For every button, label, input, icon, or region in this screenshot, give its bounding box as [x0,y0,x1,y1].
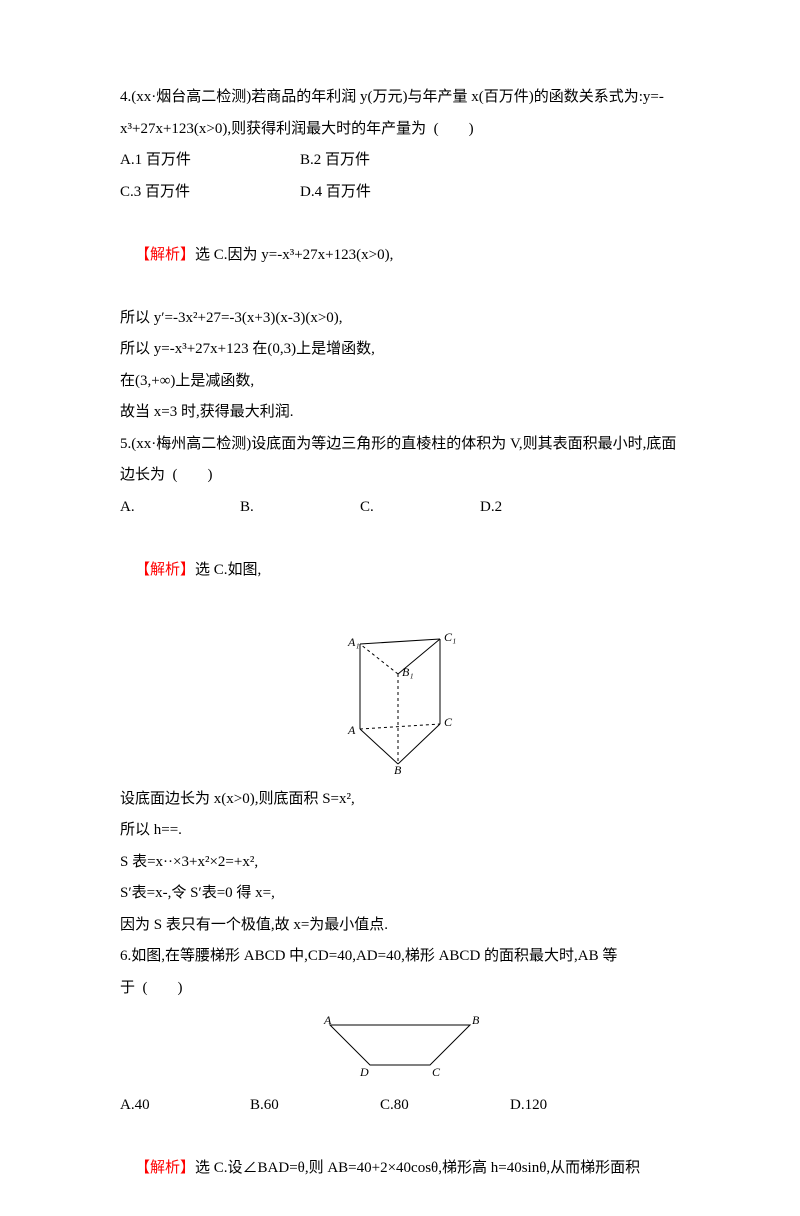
prism-label-a: A [347,723,356,737]
q4-option-c: C.3 百万件 [120,177,300,209]
q6-option-a: A.40 [120,1090,250,1122]
prism-label-b1: B₁ [402,665,414,679]
analysis-label: 【解析】 [135,247,195,263]
q5-line-sbiao: S 表=x··×3+x²×2=+x², [120,847,680,879]
trapezoid-svg: A B C D [310,1010,490,1080]
prism-label-b: B [394,763,402,774]
q4-option-a: A.1 百万件 [120,145,300,177]
q4-prompt-line2: x³+27x+123(x>0),则获得利润最大时的年产量为 ( ) [120,114,680,146]
analysis-label: 【解析】 [135,562,195,578]
prism-label-c1: C₁ [444,630,456,644]
q5-prompt-line2: 边长为 ( ) [120,460,680,492]
q5-prompt-line1: 5.(xx·梅州高二检测)设底面为等边三角形的直棱柱的体积为 V,则其表面积最小… [120,429,680,461]
q6-option-c: C.80 [380,1090,510,1122]
q6-prompt-line2: 于 ( ) [120,973,680,1005]
analysis-label: 【解析】 [135,1160,195,1176]
trapezoid-diagram: A B C D [120,1010,680,1080]
trap-label-c: C [432,1065,441,1079]
prism-svg: A₁ C₁ B₁ A C B [320,624,480,774]
q6-analysis-text1: 选 C.设∠BAD=θ,则 AB=40+2×40cosθ,梯形高 h=40sin… [195,1160,640,1176]
prism-label-a1: A₁ [347,635,360,649]
q5-analysis-line1: 【解析】选 C.如图, [120,523,680,618]
q4-options-row1: A.1 百万件 B.2 百万件 [120,145,680,177]
q5-line-sprime: S′表=x-,令 S′表=0 得 x=, [120,878,680,910]
q5-line-set: 设底面边长为 x(x>0),则底面积 S=x², [120,784,680,816]
q6-option-d: D.120 [510,1090,547,1122]
q5-option-d: D.2 [480,492,502,524]
q4-analysis-text1: 选 C.因为 y=-x³+27x+123(x>0), [195,247,393,263]
q4-options-row2: C.3 百万件 D.4 百万件 [120,177,680,209]
prism-diagram: A₁ C₁ B₁ A C B [120,624,680,774]
q5-options-row: A. B. C. D.2 [120,492,680,524]
q6-prompt-line1: 6.如图,在等腰梯形 ABCD 中,CD=40,AD=40,梯形 ABCD 的面… [120,941,680,973]
q4-prompt-line1: 4.(xx·烟台高二检测)若商品的年利润 y(万元)与年产量 x(百万件)的函数… [120,82,680,114]
q4-analysis-line4: 在(3,+∞)上是减函数, [120,366,680,398]
q6-options-row: A.40 B.60 C.80 D.120 [120,1090,680,1122]
trap-label-d: D [359,1065,369,1079]
prism-label-c: C [444,715,453,729]
q4-analysis-line2: 所以 y′=-3x²+27=-3(x+3)(x-3)(x>0), [120,303,680,335]
trap-label-b: B [472,1013,480,1027]
q5-line-conclude: 因为 S 表只有一个极值,故 x=为最小值点. [120,910,680,942]
q4-option-b: B.2 百万件 [300,145,370,177]
q4-analysis-line1: 【解析】选 C.因为 y=-x³+27x+123(x>0), [120,208,680,303]
q6-analysis-line1: 【解析】选 C.设∠BAD=θ,则 AB=40+2×40cosθ,梯形高 h=4… [120,1122,680,1216]
q6-option-b: B.60 [250,1090,380,1122]
document-page: 4.(xx·烟台高二检测)若商品的年利润 y(万元)与年产量 x(百万件)的函数… [0,0,800,1132]
trap-label-a: A [323,1013,332,1027]
q5-option-c: C. [360,492,480,524]
q5-option-a: A. [120,492,240,524]
q4-analysis-line5: 故当 x=3 时,获得最大利润. [120,397,680,429]
q4-option-d: D.4 百万件 [300,177,371,209]
q4-analysis-line3: 所以 y=-x³+27x+123 在(0,3)上是增函数, [120,334,680,366]
q5-option-b: B. [240,492,360,524]
q5-line-h: 所以 h==. [120,815,680,847]
q5-analysis-text1: 选 C.如图, [195,562,261,578]
